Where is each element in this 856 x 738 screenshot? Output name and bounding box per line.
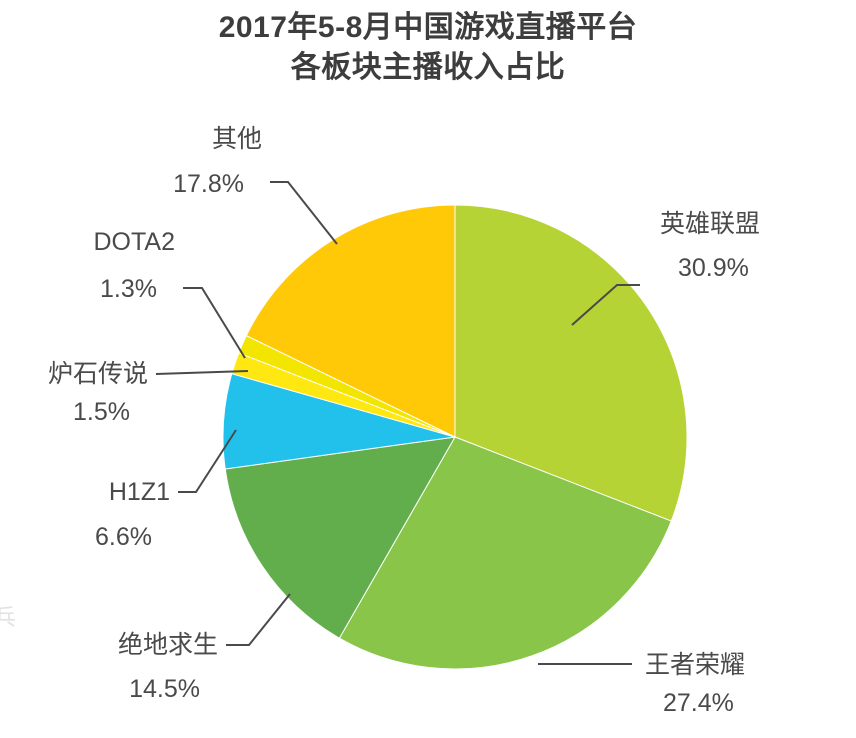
slice-label-name: 其他 bbox=[212, 125, 262, 153]
slice-label-value: 6.6% bbox=[95, 523, 152, 551]
slice-label-value: 30.9% bbox=[678, 254, 749, 282]
leader-line bbox=[183, 287, 246, 359]
pie-slice-group bbox=[222, 204, 688, 670]
leader-line bbox=[571, 284, 640, 326]
slice-label-name: 王者荣耀 bbox=[645, 651, 745, 679]
leader-line bbox=[155, 370, 249, 375]
slice-label-value: 1.5% bbox=[73, 398, 130, 426]
chart-title-line-2: 各板块主播收入占比 bbox=[290, 50, 566, 84]
slice-label-value: 14.5% bbox=[129, 675, 200, 703]
slice-label-value: 17.8% bbox=[173, 170, 244, 198]
chart-title-line-1: 2017年5-8月中国游戏直播平台 bbox=[218, 11, 638, 44]
leader-line bbox=[226, 593, 291, 646]
leader-line bbox=[270, 181, 338, 245]
leader-line bbox=[178, 429, 237, 493]
slice-label-name: DOTA2 bbox=[94, 228, 176, 256]
watermark-fragment: 乓 bbox=[0, 605, 16, 630]
leader-line-group bbox=[155, 181, 640, 665]
slice-label-value: 1.3% bbox=[100, 275, 157, 303]
pie-slice[interactable] bbox=[338, 436, 672, 670]
chart-title: 2017年5-8月中国游戏直播平台 各板块主播收入占比 bbox=[0, 8, 856, 87]
slice-label-name: H1Z1 bbox=[109, 478, 170, 506]
pie-slice[interactable] bbox=[245, 204, 456, 438]
slice-label-name: 炉石传说 bbox=[48, 360, 148, 388]
slice-label-name: 绝地求生 bbox=[118, 631, 218, 659]
pie-label-group: 英雄联盟 30.9% 王者荣耀 27.4% 绝地求生 14.5% H1Z1 6.6% 炉石传说 1… bbox=[48, 125, 760, 717]
slice-label-value: 27.4% bbox=[663, 689, 734, 717]
pie-slice[interactable] bbox=[224, 436, 456, 639]
slice-label-name: 英雄联盟 bbox=[660, 210, 760, 238]
